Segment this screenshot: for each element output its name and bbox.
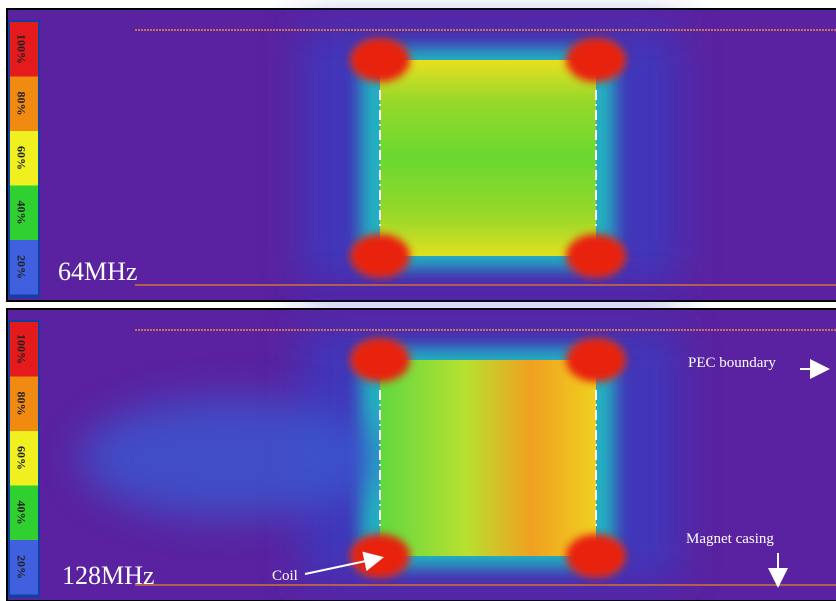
colorbar-label: 20% (14, 255, 28, 279)
colorbar-label: 40% (14, 201, 28, 225)
figure: 100% 80% 60% 40% 20% 64MHz 100% 80% 60% 40% 20% 128… (0, 0, 836, 601)
coil-label: Coil (272, 568, 298, 584)
hot-spot (350, 38, 410, 82)
hot-spot (566, 534, 626, 578)
field-core (380, 60, 596, 256)
hot-spot (350, 338, 410, 382)
hot-spot (566, 38, 626, 82)
colorbar-label: 80% (14, 392, 28, 416)
colorbar-label: 80% (14, 92, 28, 116)
hot-spot (350, 234, 410, 278)
colorbar-label: 100% (14, 34, 28, 64)
colorbar-label: 60% (14, 446, 28, 470)
pec-label: PEC boundary (688, 355, 776, 371)
field-core (380, 360, 596, 556)
panel: 100% 80% 60% 40% 20% 128MHz (6, 308, 836, 601)
casing-label: Magnet casing (686, 531, 774, 547)
hot-spot (566, 338, 626, 382)
frequency-label: 64MHz (58, 257, 137, 286)
colorbar-label: 60% (14, 146, 28, 170)
hot-spot (350, 534, 410, 578)
panel: 100% 80% 60% 40% 20% 64MHz (6, 8, 836, 302)
hot-spot (566, 234, 626, 278)
colorbar-label: 40% (14, 501, 28, 525)
colorbar-label: 20% (14, 555, 28, 579)
frequency-label: 128MHz (62, 561, 154, 590)
colorbar-label: 100% (14, 334, 28, 364)
field-plume (80, 398, 380, 518)
